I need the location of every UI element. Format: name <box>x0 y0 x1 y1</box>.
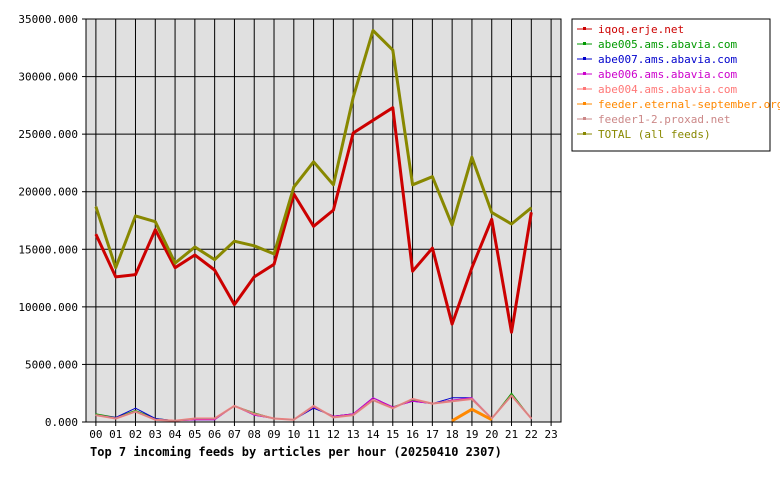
series-line <box>451 407 493 423</box>
legend-swatch-marker <box>583 27 586 30</box>
legend-entry: abe004.ams.abavia.com <box>577 83 737 96</box>
legend-label: abe006.ams.abavia.com <box>598 68 737 81</box>
legend-swatch-marker <box>583 57 586 60</box>
x-tick-label: 19 <box>465 428 478 441</box>
x-tick-label: 15 <box>386 428 399 441</box>
x-tick-label: 02 <box>129 428 142 441</box>
x-tick-label: 11 <box>307 428 320 441</box>
legend-swatch-marker <box>583 117 586 120</box>
y-tick-label: 25000.000 <box>18 128 78 141</box>
y-tick-label: 0.000 <box>45 416 78 429</box>
x-tick-label: 18 <box>446 428 459 441</box>
series-path <box>451 407 493 423</box>
series-line <box>94 106 533 334</box>
series-path <box>94 106 533 334</box>
x-tick-label: 07 <box>228 428 241 441</box>
series-layer <box>94 29 533 423</box>
x-tick-label: 09 <box>267 428 280 441</box>
legend-entry: abe007.ams.abavia.com <box>577 53 737 66</box>
x-tick-label: 13 <box>347 428 360 441</box>
legend-swatch-marker <box>583 72 586 75</box>
x-tick-label: 10 <box>287 428 300 441</box>
legend-entry: feeder.eternal-september.org <box>577 98 780 111</box>
chart-title: Top 7 incoming feeds by articles per hou… <box>90 445 502 459</box>
y-tick-label: 35000.000 <box>18 13 78 26</box>
legend-entry: feeder1-2.proxad.net <box>577 113 730 126</box>
x-tick-label: 23 <box>544 428 557 441</box>
y-tick-label: 10000.000 <box>18 301 78 314</box>
x-tick-label: 21 <box>505 428 518 441</box>
x-tick-label: 00 <box>89 428 102 441</box>
legend-entry: iqoq.erje.net <box>577 23 684 36</box>
y-tick-label: 20000.000 <box>18 186 78 199</box>
legend-swatch-marker <box>583 132 586 135</box>
x-tick-label: 08 <box>248 428 261 441</box>
y-axis-ticks: 0.000 5000.000 10000.000 15000.000 20000.000… <box>18 13 86 429</box>
x-tick-label: 04 <box>168 428 182 441</box>
x-tick-label: 22 <box>525 428 538 441</box>
y-tick-label: 5000.000 <box>25 358 78 371</box>
y-tick-label: 15000.000 <box>18 243 78 256</box>
legend: iqoq.erje.net abe005.ams.abavia.com abe007… <box>571 18 780 152</box>
legend-label: feeder1-2.proxad.net <box>598 113 730 126</box>
grid-lines <box>86 18 561 423</box>
x-tick-label: 12 <box>327 428 340 441</box>
legend-swatch-marker <box>583 102 586 105</box>
series-line <box>95 394 532 422</box>
legend-swatch-marker <box>583 42 586 45</box>
series-path <box>94 29 533 270</box>
x-tick-label: 20 <box>485 428 498 441</box>
legend-swatch-marker <box>583 87 586 90</box>
y-tick-label: 30000.000 <box>18 71 78 84</box>
series-path <box>95 395 532 422</box>
x-tick-label: 06 <box>208 428 221 441</box>
x-axis-ticks: 00 01 02 03 04 05 06 07 08 09 10 11 12 13 14 15 16 17 18 19… <box>89 422 558 441</box>
legend-label: abe007.ams.abavia.com <box>598 53 737 66</box>
legend-entry: abe006.ams.abavia.com <box>577 68 737 81</box>
plot-background <box>86 19 561 422</box>
x-tick-label: 01 <box>109 428 122 441</box>
legend-label: feeder.eternal-september.org <box>598 98 780 111</box>
x-tick-label: 17 <box>426 428 439 441</box>
legend-entry: TOTAL (all feeds) <box>577 128 711 141</box>
legend-entry: abe005.ams.abavia.com <box>577 38 737 51</box>
x-tick-label: 14 <box>366 428 380 441</box>
legend-label: abe005.ams.abavia.com <box>598 38 737 51</box>
legend-label: TOTAL (all feeds) <box>598 128 711 141</box>
x-tick-label: 16 <box>406 428 419 441</box>
x-tick-label: 05 <box>188 428 201 441</box>
plot-frame <box>85 18 562 423</box>
x-tick-label: 03 <box>149 428 162 441</box>
legend-label: iqoq.erje.net <box>598 23 684 36</box>
legend-box <box>571 18 771 152</box>
legend-label: abe004.ams.abavia.com <box>598 83 737 96</box>
series-line <box>94 29 533 270</box>
